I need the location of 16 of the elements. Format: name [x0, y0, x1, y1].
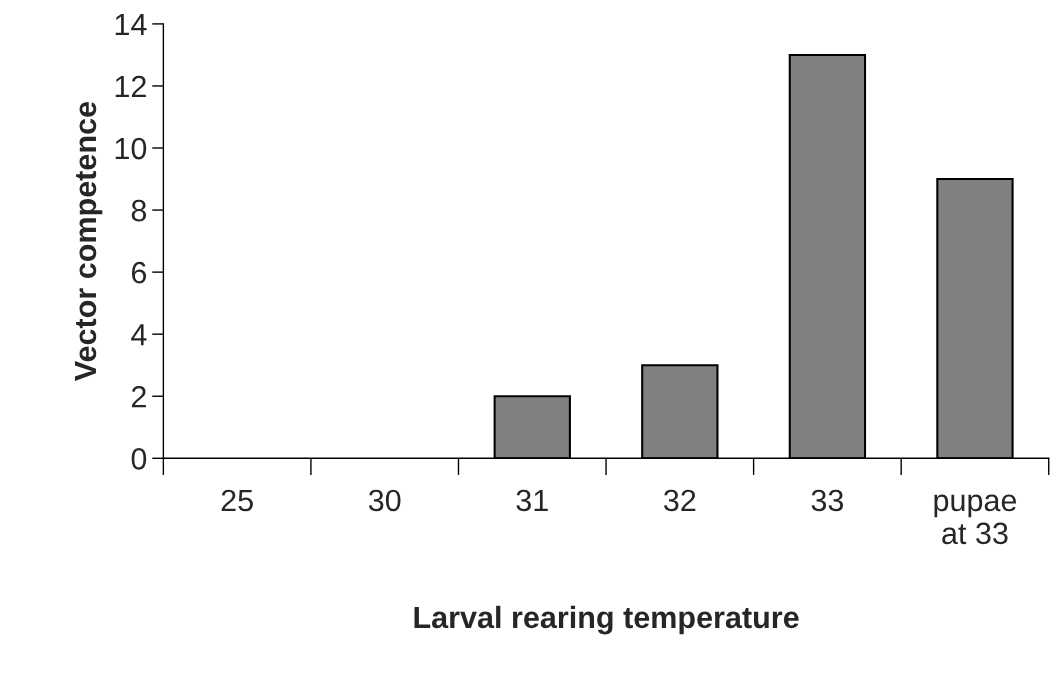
y-tick-label: 10	[115, 137, 147, 160]
y-tick-label: 4	[131, 324, 147, 346]
x-tick-label: pupae at 33	[934, 494, 1017, 545]
y-axis-title: Vector competence	[74, 102, 103, 381]
x-tick-label: 25	[221, 489, 253, 512]
y-tick-label: 12	[115, 75, 146, 98]
y-tick-label: 14	[115, 13, 147, 35]
x-tick-label: 32	[664, 489, 696, 512]
x-axis-title: Larval rearing temperature	[414, 605, 799, 635]
y-tick-label: 0	[131, 448, 147, 470]
y-tick-label: 6	[131, 261, 147, 284]
y-tick-label: 8	[131, 199, 147, 222]
x-tick-label: 31	[516, 489, 548, 512]
y-tick-label: 2	[131, 385, 146, 408]
x-tick-label: 33	[811, 489, 844, 512]
x-tick-label: 30	[368, 489, 401, 512]
